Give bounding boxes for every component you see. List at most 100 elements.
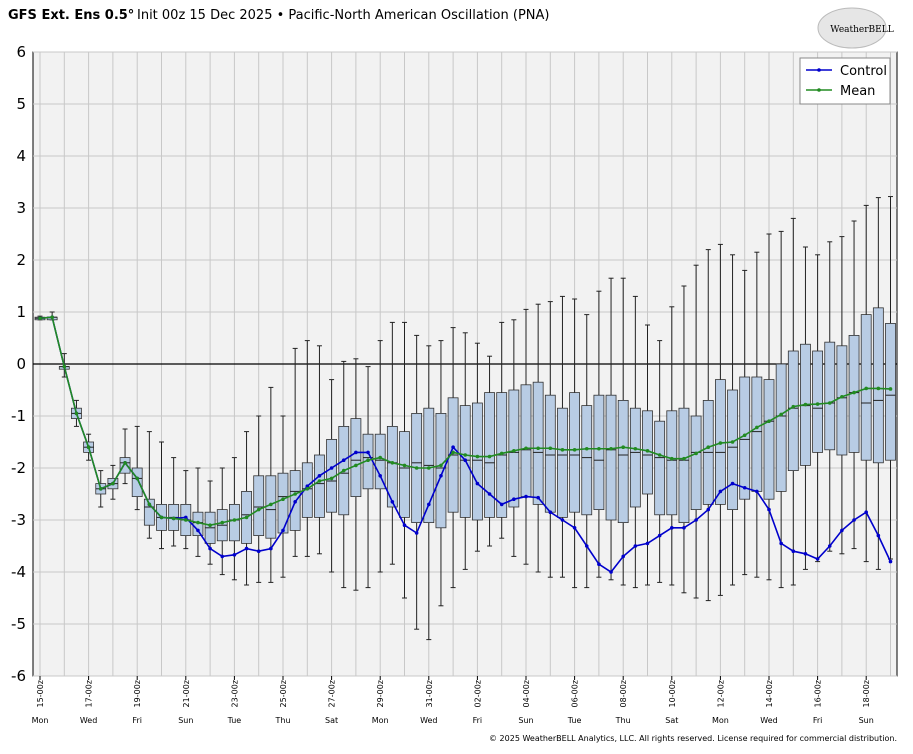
- box: [253, 475, 265, 536]
- box: [350, 418, 362, 498]
- box: [593, 394, 605, 511]
- x-tick-label: 27-00z: [328, 680, 337, 707]
- series-point: [74, 411, 79, 416]
- x-tick-label: 17-00z: [85, 680, 94, 707]
- series-point: [864, 386, 868, 391]
- weekday-label: Wed: [420, 716, 437, 725]
- series-point: [281, 497, 285, 502]
- series-point: [682, 526, 686, 530]
- box: [581, 405, 593, 516]
- series-point: [888, 387, 893, 391]
- box: [812, 350, 823, 453]
- y-tick-label: 3: [16, 199, 26, 217]
- series-point: [840, 394, 844, 399]
- series-point: [354, 463, 358, 468]
- series-point: [827, 544, 832, 548]
- series-point: [827, 401, 832, 405]
- box: [872, 307, 884, 464]
- box: [787, 350, 799, 471]
- series-point: [305, 484, 310, 489]
- series-point: [329, 476, 334, 481]
- series-point: [597, 562, 601, 566]
- series-point: [524, 446, 528, 451]
- box: [435, 412, 447, 529]
- box: [314, 454, 325, 518]
- x-tick-label: 21-00z: [182, 680, 191, 707]
- series-point: [755, 425, 759, 430]
- series-point: [572, 448, 577, 452]
- y-tick-label: -2: [11, 459, 26, 477]
- weekday-label: Thu: [274, 716, 290, 725]
- y-tick-label: 1: [16, 303, 26, 321]
- series-point: [584, 446, 589, 451]
- y-tick-label: 2: [16, 251, 26, 269]
- series-point: [718, 489, 723, 494]
- box: [727, 389, 738, 510]
- series-point: [439, 474, 443, 478]
- series-point: [402, 523, 407, 527]
- series-point: [98, 487, 103, 491]
- box: [751, 376, 763, 492]
- weekday-label: Wed: [760, 716, 777, 725]
- x-tick-label: 23-00z: [230, 680, 239, 707]
- box: [690, 415, 702, 510]
- series-point: [232, 518, 237, 522]
- series-point: [815, 557, 820, 561]
- box: [824, 341, 836, 451]
- box: [836, 345, 848, 456]
- series-point: [244, 515, 249, 520]
- box: [399, 431, 410, 518]
- series-point: [524, 494, 528, 499]
- weekday-label: Tue: [227, 716, 242, 725]
- series-point: [791, 549, 796, 553]
- box: [532, 381, 544, 505]
- series-point: [536, 495, 540, 500]
- x-tick-label: 15-00z: [36, 680, 45, 707]
- series-point: [548, 510, 553, 514]
- series-point: [184, 515, 188, 520]
- series-point: [451, 450, 455, 455]
- box: [119, 457, 131, 474]
- series-point: [196, 528, 200, 533]
- series-point: [220, 554, 225, 559]
- weekday-label: Sun: [178, 716, 193, 725]
- series-point: [171, 516, 176, 521]
- series-point: [341, 468, 346, 473]
- series-point: [159, 515, 164, 520]
- series-point: [427, 502, 431, 507]
- weekday-label: Sat: [325, 716, 338, 725]
- series-point: [657, 453, 662, 457]
- series-point: [317, 479, 322, 483]
- series-point: [645, 449, 650, 453]
- series-point: [208, 546, 212, 551]
- box: [131, 467, 143, 498]
- series-point: [414, 466, 419, 470]
- series-point: [633, 446, 638, 451]
- series-point: [123, 461, 127, 465]
- series-point: [888, 559, 893, 564]
- series-point: [62, 364, 67, 369]
- series-point: [548, 446, 553, 451]
- series-point: [572, 526, 577, 530]
- series-point: [366, 458, 370, 463]
- series-point: [742, 485, 747, 490]
- y-tick-label: 0: [16, 355, 26, 373]
- series-point: [317, 474, 322, 478]
- box: [277, 472, 289, 534]
- series-point: [184, 518, 188, 522]
- series-point: [463, 458, 468, 463]
- series-point: [597, 446, 601, 451]
- series-point: [499, 502, 504, 507]
- series-point: [803, 552, 808, 556]
- series-point: [135, 476, 139, 481]
- series-point: [414, 531, 419, 535]
- x-tick-label: 10-00z: [668, 680, 677, 707]
- series-point: [402, 463, 407, 468]
- series-point: [840, 528, 844, 533]
- series-point: [742, 433, 747, 438]
- y-tick-label: -1: [11, 407, 26, 425]
- x-tick-label: 04-00z: [522, 680, 531, 707]
- series-point: [621, 445, 625, 450]
- box: [605, 394, 617, 521]
- series-point: [281, 528, 285, 533]
